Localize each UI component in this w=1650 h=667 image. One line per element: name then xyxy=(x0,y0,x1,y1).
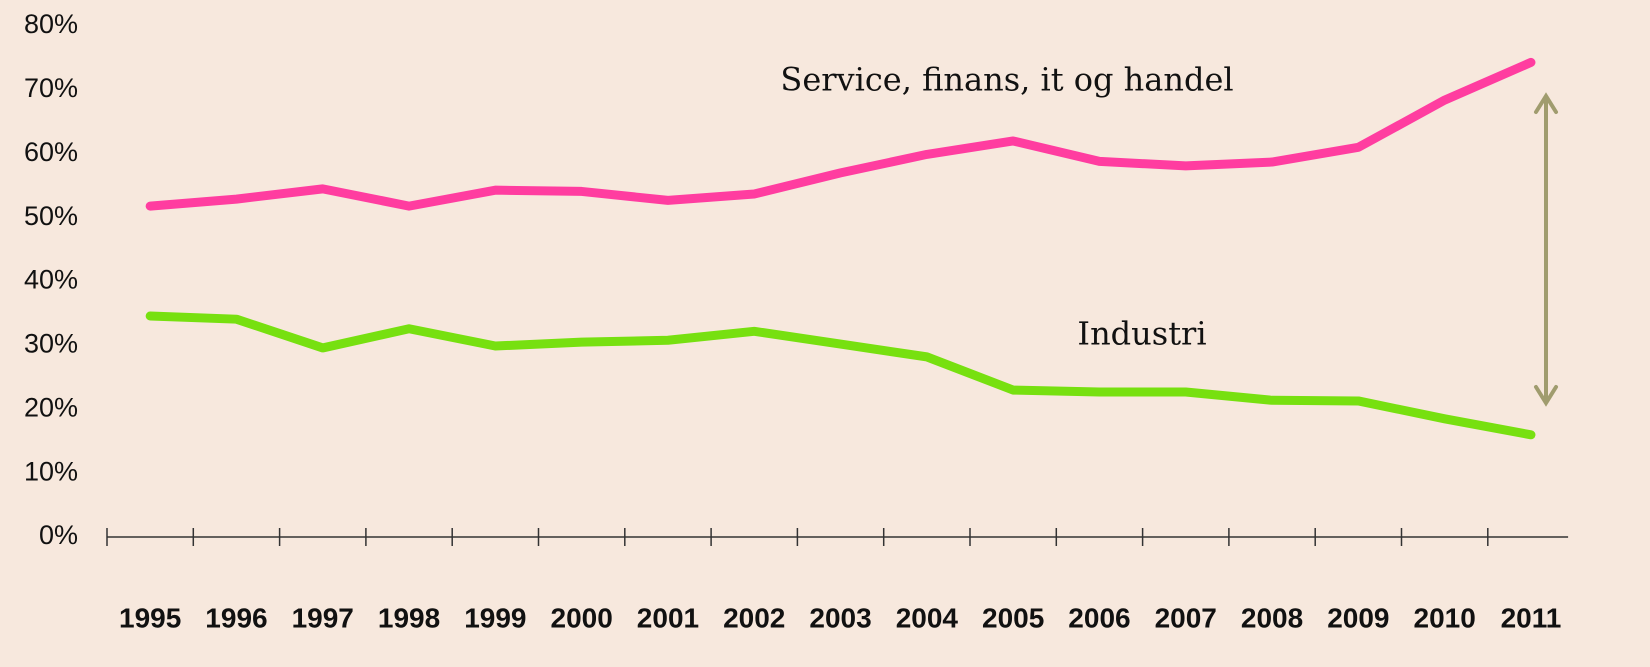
range-arrow xyxy=(1534,92,1558,407)
y-tick-label: 50% xyxy=(24,201,78,231)
x-tick-label: 2002 xyxy=(723,602,785,633)
x-tick-label: 2006 xyxy=(1068,602,1130,633)
series-line xyxy=(145,311,1536,440)
y-tick-label: 0% xyxy=(39,520,78,550)
x-tick-label: 2003 xyxy=(809,602,871,633)
x-tick-label: 2008 xyxy=(1241,602,1303,633)
y-tick-label: 30% xyxy=(24,329,78,359)
y-tick-label: 20% xyxy=(24,392,78,422)
y-tick-label: 80% xyxy=(24,9,78,39)
x-tick-label: 2001 xyxy=(637,602,699,633)
series-label: Industri xyxy=(1077,315,1206,353)
x-tick-label: 2009 xyxy=(1327,602,1389,633)
x-tick-label: 1997 xyxy=(292,602,354,633)
x-tick-label: 1996 xyxy=(205,602,267,633)
y-tick-label: 10% xyxy=(24,456,78,486)
x-tick-label: 2007 xyxy=(1155,602,1217,633)
x-tick-label: 2004 xyxy=(896,602,959,633)
x-tick-label: 2010 xyxy=(1414,602,1476,633)
x-tick-label: 1995 xyxy=(119,602,181,633)
x-tick-label: 1999 xyxy=(464,602,526,633)
series-label: Service, finans, it og handel xyxy=(780,61,1233,99)
series-line xyxy=(145,57,1536,211)
x-tick-label: 1998 xyxy=(378,602,440,633)
x-tick-label: 2011 xyxy=(1501,602,1562,633)
x-tick-label: 2000 xyxy=(551,602,613,633)
y-tick-label: 40% xyxy=(24,265,78,295)
x-tick-label: 2005 xyxy=(982,602,1044,633)
y-tick-label: 70% xyxy=(24,73,78,103)
y-tick-label: 60% xyxy=(24,137,78,167)
